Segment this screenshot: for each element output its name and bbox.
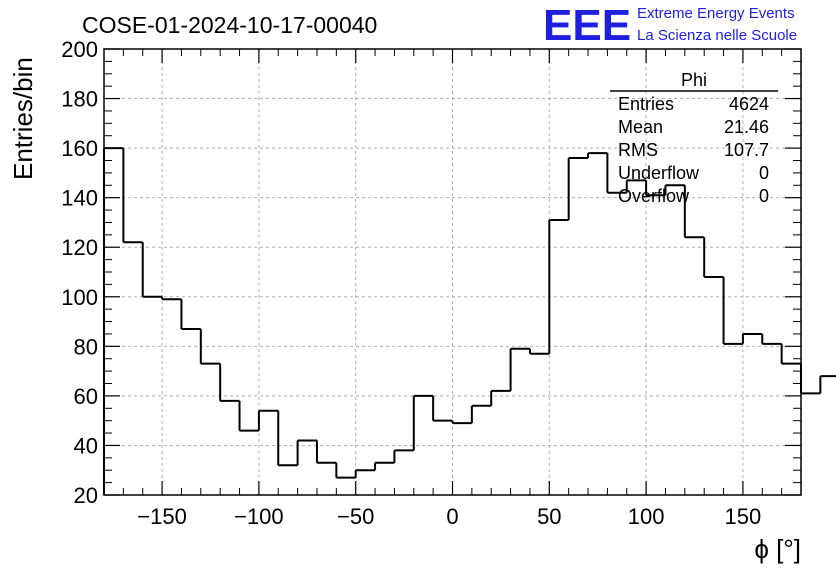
stats-row-value: 21.46 <box>724 117 769 137</box>
x-tick-label: 50 <box>537 504 561 529</box>
y-tick-label: 140 <box>61 186 98 211</box>
stats-row-label: RMS <box>618 140 658 160</box>
y-tick-label: 180 <box>61 87 98 112</box>
run-title: COSE-01-2024-10-17-00040 <box>82 12 377 38</box>
stats-row-value: 0 <box>759 163 769 183</box>
axis-ticks <box>103 48 802 496</box>
y-tick-label: 120 <box>61 235 98 260</box>
y-tick-label: 60 <box>74 384 98 409</box>
stats-box: Phi Entries 4624 Mean 21.46 RMS 107.7 Underflo… <box>610 70 778 206</box>
stats-row-value: 107.7 <box>724 140 769 160</box>
y-tick-labels: 20 40 60 80 100 120 140 160 180 200 <box>61 37 98 508</box>
x-tick-labels: −150 −100 −50 0 50 100 150 <box>137 504 761 529</box>
stats-row-label: Mean <box>618 117 663 137</box>
y-tick-label: 80 <box>74 334 98 359</box>
logo-line-1: Extreme Energy Events <box>637 5 795 22</box>
y-axis-label: Entries/bin <box>8 57 38 180</box>
logo-line-2: La Scienza nelle Scuole <box>637 27 797 44</box>
plot-frame <box>103 48 802 496</box>
y-tick-label: 100 <box>61 285 98 310</box>
stats-row-value: 0 <box>759 186 769 206</box>
x-tick-label: −150 <box>137 504 187 529</box>
stats-row-label: Underflow <box>618 163 700 183</box>
x-tick-label: −50 <box>337 504 374 529</box>
stats-row-value: 4624 <box>729 94 769 114</box>
x-tick-label: −100 <box>234 504 284 529</box>
grid-lines <box>104 48 801 496</box>
x-axis-label: ϕ [°] <box>754 534 801 564</box>
stats-row-label: Entries <box>618 94 674 114</box>
y-tick-label: 160 <box>61 136 98 161</box>
stats-box-title: Phi <box>681 70 707 90</box>
x-tick-label: 150 <box>725 504 762 529</box>
y-tick-label: 20 <box>74 483 98 508</box>
x-tick-label: 100 <box>628 504 665 529</box>
y-tick-label: 200 <box>61 37 98 62</box>
stats-row-label: Overflow <box>618 186 690 206</box>
x-tick-label: 0 <box>446 504 458 529</box>
y-tick-label: 40 <box>74 433 98 458</box>
eee-logo: EEE <box>543 1 631 50</box>
